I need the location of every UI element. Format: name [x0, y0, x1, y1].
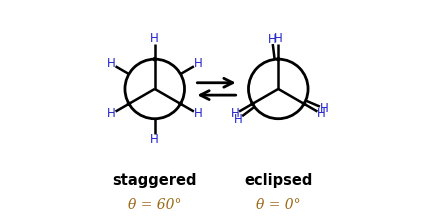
Text: H: H [107, 107, 116, 121]
Circle shape [303, 102, 306, 105]
Text: H: H [234, 113, 242, 126]
Text: eclipsed: eclipsed [244, 173, 313, 188]
Text: H: H [230, 107, 239, 121]
Circle shape [179, 102, 182, 105]
Text: H: H [150, 133, 159, 145]
Text: θ = 0°: θ = 0° [256, 198, 301, 212]
Text: H: H [150, 32, 159, 45]
Text: θ = 60°: θ = 60° [128, 198, 181, 212]
Circle shape [277, 58, 280, 61]
Text: staggered: staggered [113, 173, 197, 188]
Text: H: H [194, 57, 203, 70]
Text: H: H [268, 33, 277, 46]
Text: H: H [274, 32, 283, 45]
Text: H: H [320, 102, 329, 115]
Text: H: H [317, 107, 326, 121]
Circle shape [251, 102, 254, 105]
Text: H: H [107, 57, 116, 70]
Circle shape [127, 102, 130, 105]
Circle shape [153, 58, 156, 61]
Text: H: H [194, 107, 203, 121]
